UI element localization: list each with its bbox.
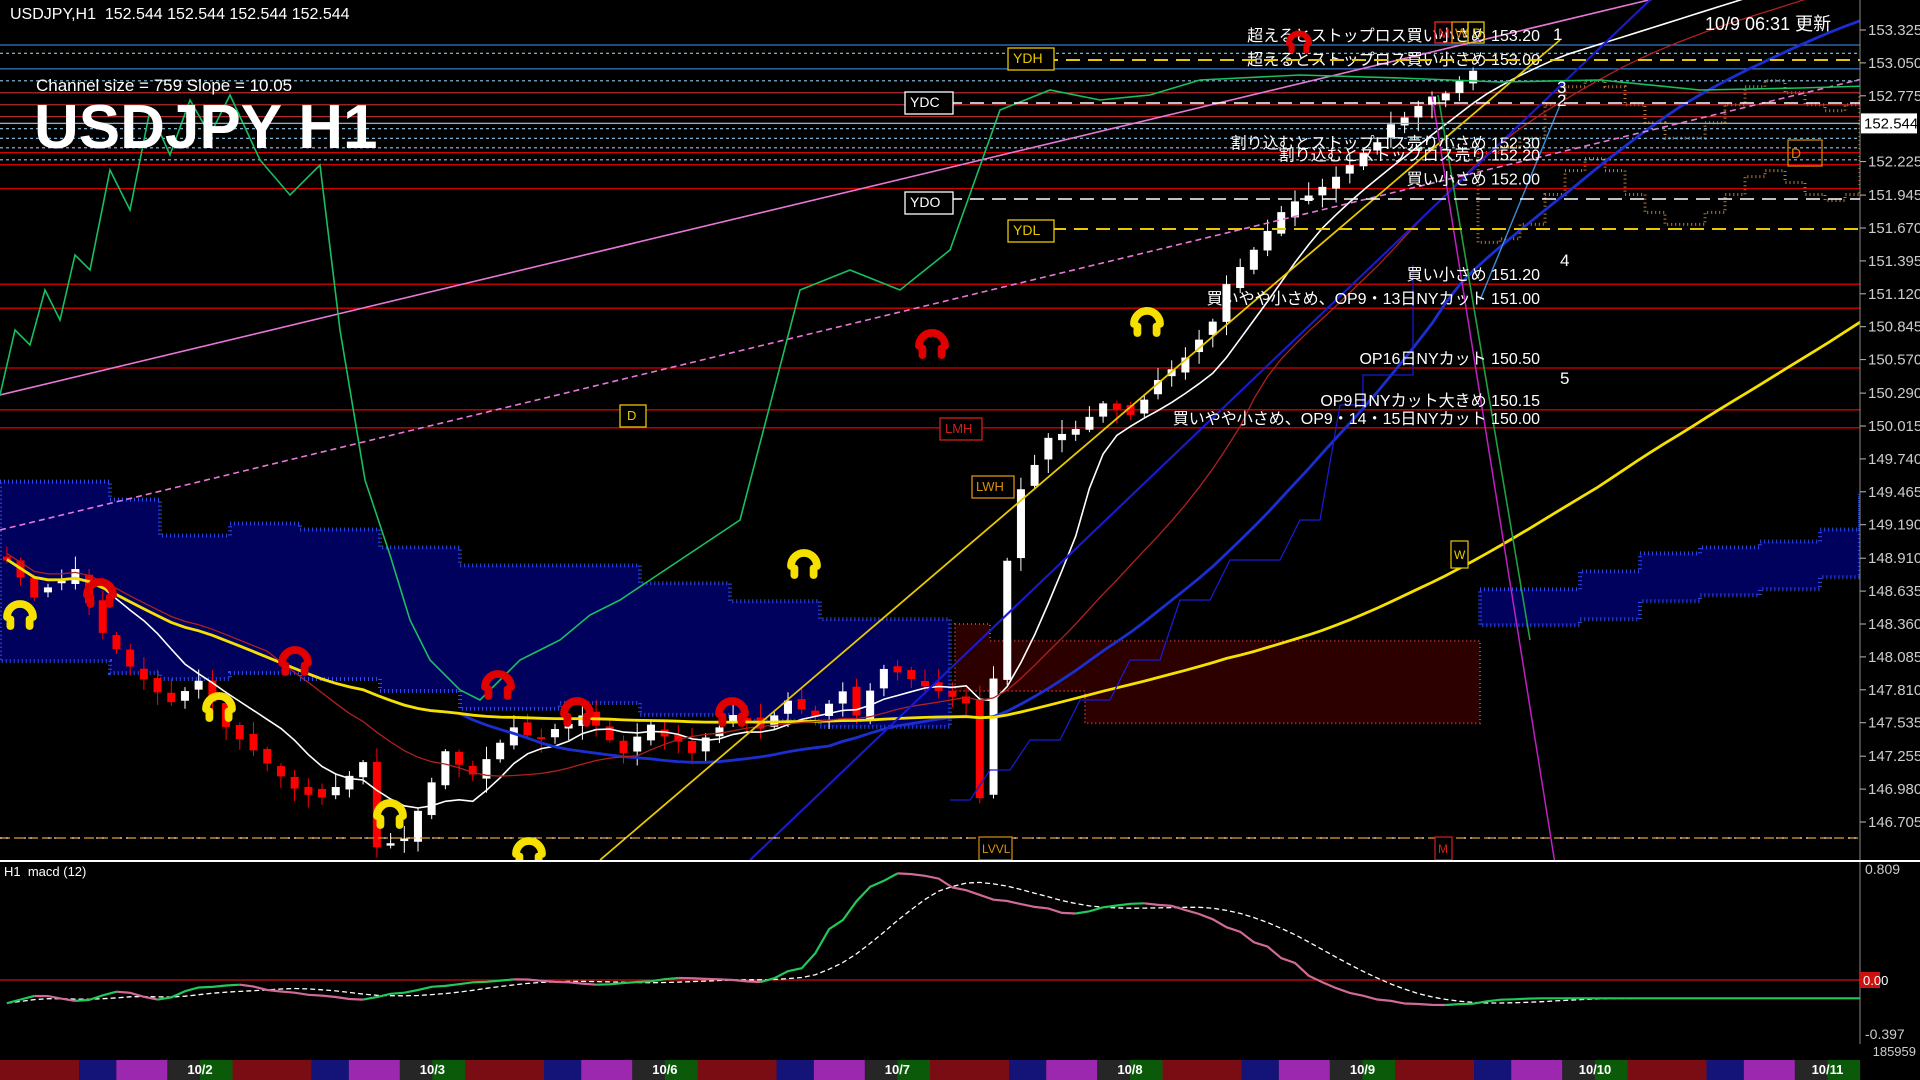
svg-text:M: M: [1438, 25, 1450, 41]
svg-text:10/7: 10/7: [885, 1062, 910, 1077]
svg-text:D: D: [1472, 25, 1482, 41]
svg-text:買い小さめ 151.20: 買い小さめ 151.20: [1407, 266, 1540, 284]
svg-text:149.740: 149.740: [1868, 451, 1920, 468]
svg-text:D: D: [1791, 145, 1801, 161]
svg-text:4: 4: [1560, 251, 1569, 270]
svg-text:152.225: 152.225: [1868, 154, 1920, 171]
svg-text:LWH: LWH: [976, 479, 1004, 494]
svg-text:151.120: 151.120: [1868, 286, 1920, 303]
svg-text:5: 5: [1560, 369, 1569, 388]
svg-text:10/9: 10/9: [1350, 1062, 1375, 1077]
svg-text:147.535: 147.535: [1868, 715, 1920, 732]
svg-text:147.255: 147.255: [1868, 748, 1920, 765]
svg-text:10/2: 10/2: [187, 1062, 212, 1077]
svg-text:152.775: 152.775: [1868, 88, 1920, 105]
svg-text:152.544: 152.544: [1864, 115, 1918, 132]
svg-text:M: M: [1438, 842, 1448, 856]
svg-text:割り込むとストップロス売り 152.20: 割り込むとストップロス売り 152.20: [1279, 147, 1540, 165]
svg-text:148.360: 148.360: [1868, 616, 1920, 633]
svg-text:2: 2: [1557, 91, 1566, 110]
svg-text:W: W: [1454, 548, 1466, 562]
svg-text:153.050: 153.050: [1868, 55, 1920, 72]
svg-text:151.670: 151.670: [1868, 220, 1920, 237]
svg-text:150.015: 150.015: [1868, 418, 1920, 435]
svg-text:148.910: 148.910: [1868, 550, 1920, 567]
svg-text:10/3: 10/3: [420, 1062, 445, 1077]
svg-text:YDC: YDC: [910, 94, 940, 110]
svg-text:0.00: 0.00: [1863, 973, 1888, 988]
svg-text:LMH: LMH: [945, 421, 972, 436]
svg-text:YDO: YDO: [910, 194, 940, 210]
svg-text:149.465: 149.465: [1868, 484, 1920, 501]
svg-text:10/10: 10/10: [1579, 1062, 1612, 1077]
svg-text:買いやや小さめ、OP9・14・15日NYカット 150.00: 買いやや小さめ、OP9・14・15日NYカット 150.00: [1173, 410, 1540, 428]
svg-text:147.810: 147.810: [1868, 682, 1920, 699]
svg-text:0.809: 0.809: [1865, 862, 1900, 877]
svg-text:149.190: 149.190: [1868, 517, 1920, 534]
svg-text:買いやや小さめ、OP9・13日NYカット 151.00: 買いやや小さめ、OP9・13日NYカット 151.00: [1207, 290, 1541, 308]
svg-text:150.570: 150.570: [1868, 352, 1920, 369]
svg-text:OP16日NYカット 150.50: OP16日NYカット 150.50: [1359, 351, 1540, 368]
svg-text:H1 macd (12): H1 macd (12): [4, 864, 86, 879]
svg-text:151.945: 151.945: [1868, 187, 1920, 204]
svg-text:10/11: 10/11: [1812, 1062, 1844, 1077]
svg-text:146.705: 146.705: [1868, 814, 1920, 831]
svg-text:-0.397: -0.397: [1865, 1026, 1905, 1042]
svg-text:W: W: [1455, 25, 1469, 41]
svg-text:D: D: [627, 408, 636, 423]
svg-text:146.980: 146.980: [1868, 781, 1920, 798]
svg-text:YDH: YDH: [1013, 50, 1043, 66]
svg-text:150.290: 150.290: [1868, 385, 1920, 402]
svg-text:10/6: 10/6: [652, 1062, 677, 1077]
svg-text:150.845: 150.845: [1868, 319, 1920, 336]
svg-text:OP9日NYカット大きめ 150.15: OP9日NYカット大きめ 150.15: [1320, 392, 1540, 410]
svg-text:買い小さめ 152.00: 買い小さめ 152.00: [1407, 171, 1540, 189]
svg-text:1: 1: [1553, 25, 1562, 44]
svg-text:10/8: 10/8: [1117, 1062, 1142, 1077]
svg-text:YDL: YDL: [1013, 222, 1040, 238]
svg-text:148.635: 148.635: [1868, 583, 1920, 600]
svg-text:153.325: 153.325: [1868, 22, 1920, 39]
svg-text:151.395: 151.395: [1868, 253, 1920, 270]
svg-text:LVVL: LVVL: [982, 842, 1011, 856]
svg-text:148.085: 148.085: [1868, 649, 1920, 666]
